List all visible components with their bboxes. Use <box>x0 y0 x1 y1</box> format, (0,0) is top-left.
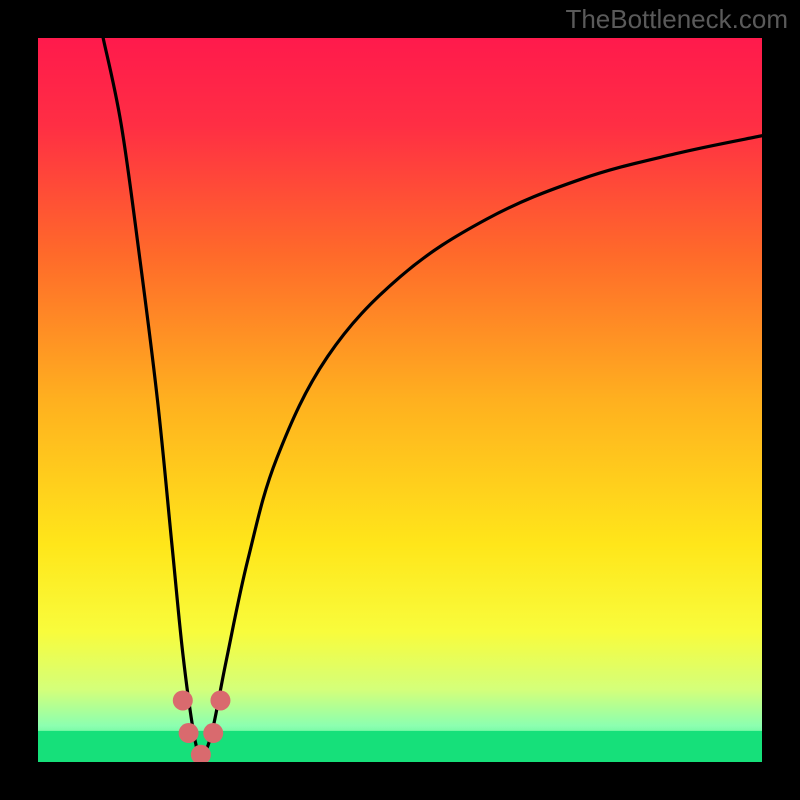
marker-point <box>210 690 230 710</box>
marker-point <box>203 723 223 743</box>
green-band <box>38 731 762 762</box>
chart-root: TheBottleneck.com <box>0 0 800 800</box>
marker-point <box>179 723 199 743</box>
gradient-background <box>38 38 762 762</box>
marker-point <box>173 690 193 710</box>
plot-area <box>38 38 762 762</box>
watermark-text: TheBottleneck.com <box>565 4 788 35</box>
